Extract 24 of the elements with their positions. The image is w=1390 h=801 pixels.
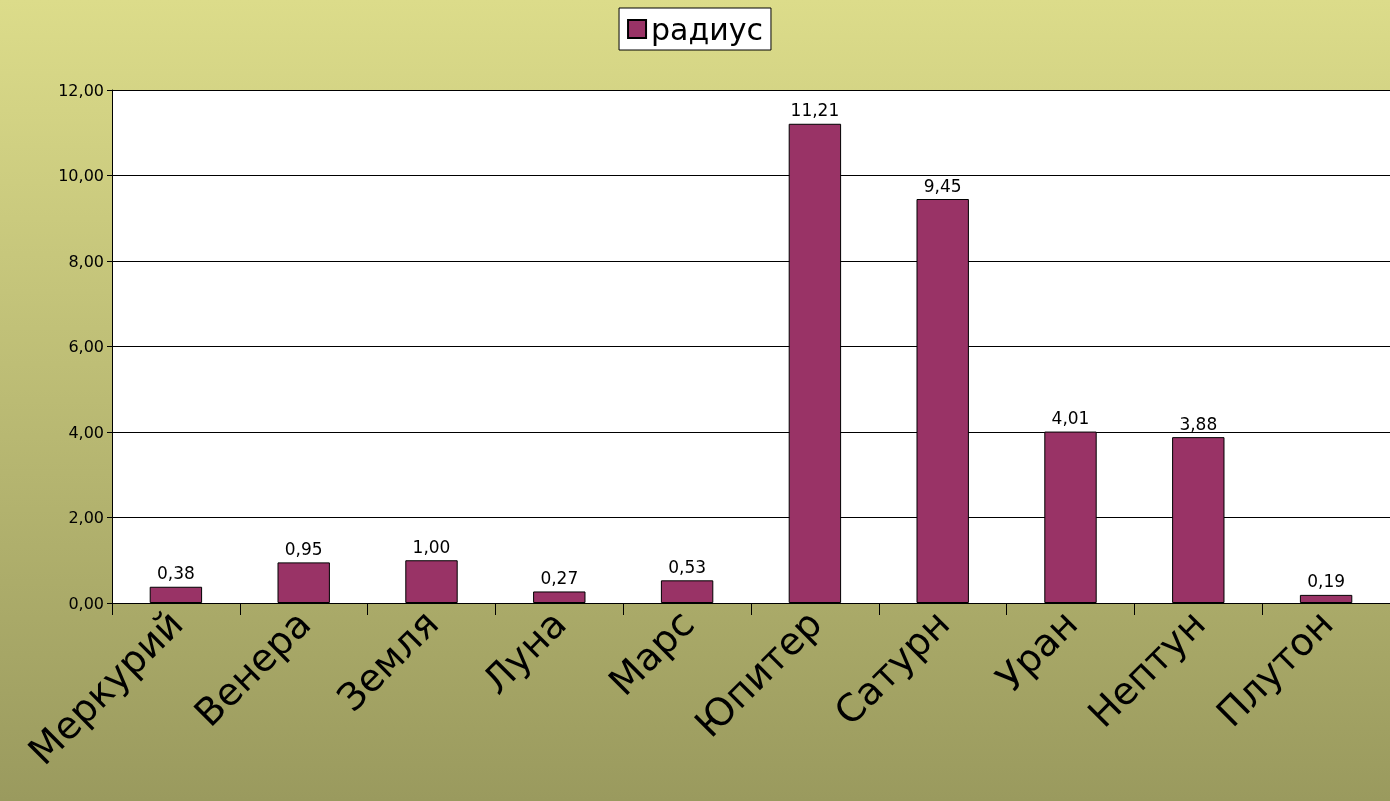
bar — [1299, 594, 1353, 603]
bar — [149, 586, 203, 603]
bar — [660, 580, 714, 603]
y-tick-label: 8,00 — [68, 251, 104, 271]
y-tick-label: 0,00 — [68, 593, 104, 613]
data-label: 9,45 — [923, 175, 962, 196]
bar — [277, 562, 330, 603]
y-tick-label: 4,00 — [68, 422, 104, 442]
y-tick-label: 2,00 — [68, 508, 104, 527]
bar — [405, 560, 458, 603]
y-tick-label: 12,00 — [58, 80, 104, 100]
data-label: 0,95 — [284, 538, 323, 559]
y-tick-label: 6,00 — [68, 337, 104, 356]
data-label: 0,53 — [668, 556, 707, 577]
data-label: 11,21 — [790, 100, 840, 121]
data-label: 0,19 — [1307, 571, 1346, 592]
data-label: 1,00 — [412, 536, 451, 557]
legend-label: радиус — [651, 11, 763, 47]
data-label: 0,38 — [156, 563, 195, 584]
y-tick-label: 10,00 — [58, 166, 104, 185]
data-label: 4,01 — [1051, 408, 1090, 429]
data-label: 0,27 — [540, 567, 579, 588]
bar — [533, 591, 586, 603]
data-label: 3,88 — [1179, 413, 1218, 434]
